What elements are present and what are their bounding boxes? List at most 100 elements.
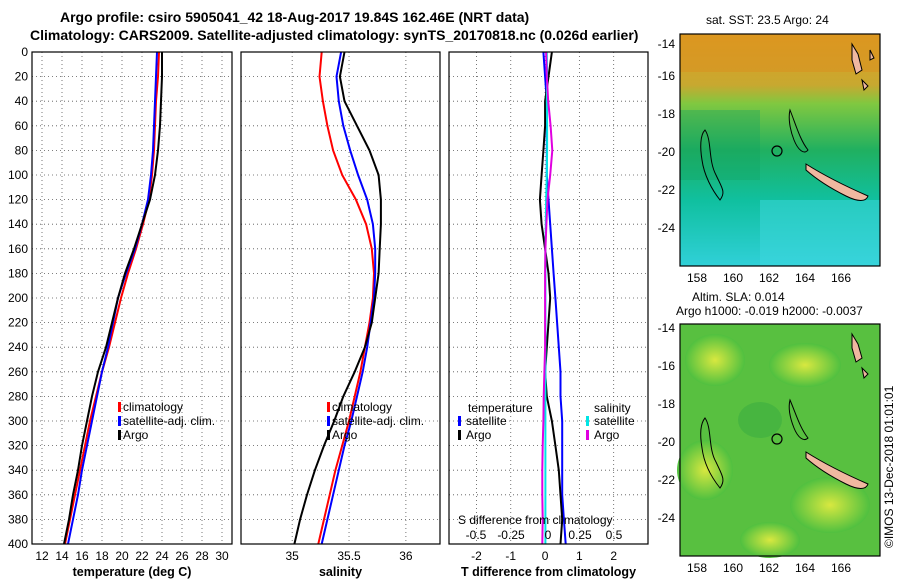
map-axis-ticks: -14 -14 -16 -16 -18 -18 -20 -20 -22 -22 -24 -24 158 1… xyxy=(658,37,852,575)
depth-tick-label: 360 xyxy=(8,488,28,502)
sla-high-blob xyxy=(740,522,800,558)
x-tick-label: 26 xyxy=(175,549,189,563)
legend-s-satellite-swatch xyxy=(586,416,589,426)
temperature-legend: climatology satellite-adj. clim. Argo xyxy=(118,400,215,442)
s-diff-tick-label: -0.25 xyxy=(497,528,525,542)
depth-tick-label: 80 xyxy=(15,143,29,157)
sst-lat-tick: -24 xyxy=(658,221,676,235)
sla-lon-tick: 166 xyxy=(831,561,851,575)
sst-warm-band xyxy=(680,34,880,72)
legend-temperature-heading: temperature xyxy=(468,401,533,415)
x-tick-label: 18 xyxy=(95,549,109,563)
depth-tick-label: 240 xyxy=(8,340,28,354)
depth-axis: 0 20 40 60 80 100 120 140 160 180 200 220 240 260 280 3… xyxy=(8,45,28,551)
legend-s-satellite: satellite xyxy=(594,414,635,428)
difference-legend: temperature satellite Argo salinity sate… xyxy=(458,401,635,442)
sla-lon-tick: 162 xyxy=(759,561,779,575)
x-axis-label: temperature (deg C) xyxy=(73,565,192,579)
x-tick-label: -1 xyxy=(505,549,516,563)
sst-vanuatu xyxy=(851,42,875,92)
legend-climatology-swatch xyxy=(327,402,330,412)
s-diff-tick-label: 0.5 xyxy=(606,528,623,542)
depth-tick-label: 0 xyxy=(21,45,28,59)
sst-lon-tick: 158 xyxy=(687,271,707,285)
temperature-panel: 12 14 16 18 20 22 24 26 28 30 temperature (deg C) xyxy=(31,51,233,579)
depth-tick-label: 140 xyxy=(8,217,28,231)
sla-lat-tick: -16 xyxy=(658,359,676,373)
sst-reef-contour xyxy=(700,129,724,201)
series-line-argo xyxy=(293,51,382,545)
sla-lat-tick: -20 xyxy=(658,435,676,449)
depth-tick-label: 380 xyxy=(8,512,28,526)
panel-frame xyxy=(448,51,649,545)
x-tick-label: 2 xyxy=(610,549,617,563)
sla-vanuatu xyxy=(851,332,869,380)
legend-climatology: climatology xyxy=(332,400,392,414)
x-tick-label: 24 xyxy=(155,549,169,563)
salinity-legend: climatology satellite-adj. clim. Argo xyxy=(327,400,424,442)
sla-map-label-2: Argo h1000: -0.019 h2000: -0.0037 xyxy=(676,304,863,318)
legend-satellite-swatch xyxy=(327,416,330,426)
panel-frame xyxy=(240,51,441,545)
legend-satellite-adj: satellite-adj. clim. xyxy=(123,414,215,428)
depth-tick-label: 320 xyxy=(8,439,28,453)
sla-map-label-1: Altim. SLA: 0.014 xyxy=(692,290,785,304)
sst-map-label: sat. SST: 23.5 Argo: 24 xyxy=(706,13,829,27)
legend-s-argo-swatch xyxy=(586,430,589,440)
sla-reef-contour xyxy=(788,398,809,441)
sst-reef-contour xyxy=(788,108,809,153)
panel-frame xyxy=(31,51,233,545)
series-line-salinity-argo xyxy=(541,51,554,545)
x-tick-label: 22 xyxy=(135,549,149,563)
depth-tick-label: 400 xyxy=(8,537,28,551)
sla-lat-tick: -22 xyxy=(658,473,676,487)
legend-climatology-swatch xyxy=(118,402,121,412)
sla-high-blob xyxy=(677,440,733,500)
salinity-panel: 35 35.5 36 salinity xyxy=(240,51,441,579)
sst-lat-tick: -16 xyxy=(658,69,676,83)
depth-tick-label: 20 xyxy=(15,70,29,84)
sst-map-frame xyxy=(679,33,881,267)
x-tick-label: 16 xyxy=(75,549,89,563)
sla-lat-tick: -24 xyxy=(658,511,676,525)
legend-climatology: climatology xyxy=(123,400,183,414)
sst-lat-tick: -14 xyxy=(658,37,676,51)
depth-tick-label: 280 xyxy=(8,389,28,403)
x-tick-label: 35 xyxy=(285,549,299,563)
series-line-temperature-argo xyxy=(538,51,564,545)
x-axis-label: T difference from climatology xyxy=(461,565,636,579)
series-line-argo xyxy=(63,52,163,545)
depth-tick-label: 100 xyxy=(8,168,28,182)
sla-lon-tick: 158 xyxy=(687,561,707,575)
depth-tick-label: 40 xyxy=(15,94,29,108)
legend-argo: Argo xyxy=(332,428,358,442)
legend-t-satellite: satellite xyxy=(466,414,507,428)
legend-t-argo: Argo xyxy=(466,428,492,442)
sst-lon-tick: 166 xyxy=(831,271,851,285)
x-tick-label: 36 xyxy=(399,549,413,563)
s-diff-tick-label: 0 xyxy=(545,528,552,542)
s-difference-ticks: -0.5 -0.25 0 0.25 0.5 xyxy=(466,528,623,542)
s-diff-tick-label: -0.5 xyxy=(466,528,487,542)
sla-map-frame xyxy=(679,323,881,557)
sla-high-blob xyxy=(685,334,745,386)
depth-tick-label: 180 xyxy=(8,266,28,280)
depth-tick-label: 300 xyxy=(8,414,28,428)
title-line-1: Argo profile: csiro 5905041_42 18-Aug-20… xyxy=(60,9,529,25)
sla-low-blob xyxy=(738,402,782,438)
title-line-2: Climatology: CARS2009. Satellite-adjuste… xyxy=(30,27,638,43)
depth-tick-label: 200 xyxy=(8,291,28,305)
sst-lon-tick: 164 xyxy=(795,271,815,285)
depth-tick-label: 340 xyxy=(8,463,28,477)
x-tick-label: -2 xyxy=(471,549,482,563)
sla-lon-tick: 164 xyxy=(795,561,815,575)
series-line-satellite-adj-clim- xyxy=(320,51,377,545)
sla-high-blob xyxy=(769,343,841,387)
legend-salinity-heading: salinity xyxy=(594,401,631,415)
legend-s-argo: Argo xyxy=(594,428,620,442)
sst-cyan-patch xyxy=(760,200,880,266)
sst-lon-tick: 162 xyxy=(759,271,779,285)
x-tick-label: 1 xyxy=(576,549,583,563)
sla-map xyxy=(677,323,881,558)
